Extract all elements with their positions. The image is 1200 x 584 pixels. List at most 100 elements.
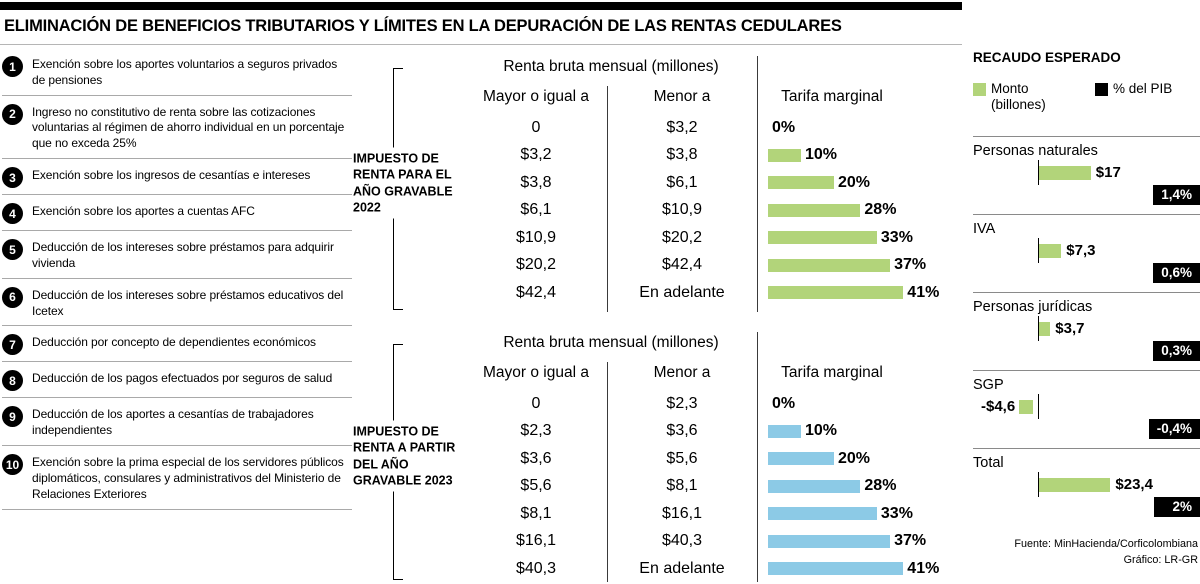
amount-label: -$4,6 xyxy=(981,398,1016,416)
column-divider xyxy=(757,56,758,312)
tariff-bar xyxy=(768,562,904,576)
item-number-badge: 2 xyxy=(2,103,23,125)
tariff-bar xyxy=(768,479,861,493)
cell-to: $3,6 xyxy=(666,422,698,440)
legend: Monto (billones) % del PIB xyxy=(973,81,1200,112)
table-header-row: Mayor o igual a Menor a Tarifa marginal xyxy=(465,88,965,106)
pib-row: -0,4% xyxy=(973,419,1200,440)
legend-item-monto: Monto (billones) xyxy=(973,81,1095,112)
item-number-badge: 8 xyxy=(2,370,23,392)
tax-table-2022: IMPUESTO DE RENTA PARA EL AÑO GRAVABLE 2… xyxy=(353,52,965,314)
table-row: $42,4 En adelante 41% xyxy=(465,279,965,307)
item-number-badge: 1 xyxy=(2,56,23,77)
axis-line xyxy=(1038,160,1039,186)
item-text: Exención sobre los aportes voluntarios a… xyxy=(32,57,338,87)
legend-item-pib: % del PIB xyxy=(1095,81,1172,112)
table-row: 0 $2,3 0% xyxy=(465,390,965,418)
pib-row: 0,3% xyxy=(973,341,1200,362)
cell-from: 0 xyxy=(531,118,541,136)
cell-to: $40,3 xyxy=(661,532,703,550)
benefits-list: 1 Exención sobre los aportes voluntarios… xyxy=(2,48,352,510)
amount-bar xyxy=(1039,477,1111,492)
item-number-badge: 7 xyxy=(2,334,23,356)
cell-to: $3,8 xyxy=(666,146,698,164)
cell-from: $20,2 xyxy=(515,256,557,274)
pib-row: 0,6% xyxy=(973,263,1200,284)
item-number-badge: 10 xyxy=(2,454,23,476)
title-divider xyxy=(0,44,962,45)
monto-swatch xyxy=(973,83,986,96)
cell-rate: 37% xyxy=(757,256,965,274)
item-number-badge: 9 xyxy=(2,406,23,428)
list-item: 2 Ingreso no constitutivo de renta sobre… xyxy=(2,96,352,160)
col-header-from: Mayor o igual a xyxy=(483,88,589,105)
recaudo-panel: RECAUDO ESPERADO Monto (billones) % del … xyxy=(973,50,1200,568)
table-body: 0 $3,2 0% $3,2 $3,8 10% $3,8 $6,1 20% $6… xyxy=(465,114,965,307)
amount-bar xyxy=(1039,243,1062,258)
table-row: $3,8 $6,1 20% xyxy=(465,169,965,197)
list-item: 6 Deducción de los intereses sobre prést… xyxy=(2,279,352,327)
tariff-bar xyxy=(768,452,834,466)
pib-badge: 0,3% xyxy=(1153,341,1200,362)
tariff-label: 0% xyxy=(772,394,796,412)
category-label: SGP xyxy=(973,377,1004,394)
col-header-to: Menor a xyxy=(653,364,711,381)
legend-monto-label: Monto (billones) xyxy=(991,81,1046,112)
cell-from: $3,2 xyxy=(520,146,552,164)
tariff-label: 33% xyxy=(880,228,913,246)
tariff-label: 20% xyxy=(838,449,871,467)
tax-table-2023: IMPUESTO DE RENTA A PARTIR DEL AÑO GRAVA… xyxy=(353,328,965,584)
cell-rate: 33% xyxy=(757,229,965,247)
recaudo-title: RECAUDO ESPERADO xyxy=(973,50,1121,65)
cell-to: $16,1 xyxy=(661,504,703,522)
source-line: Fuente: MinHacienda/Corficolombiana xyxy=(1014,538,1198,551)
tariff-label: 33% xyxy=(880,504,913,522)
item-text: Deducción de los pagos efectuados por se… xyxy=(32,371,333,386)
tariff-label: 41% xyxy=(907,559,940,577)
tariff-bar xyxy=(768,286,904,300)
group-header: Renta bruta mensual (millones) xyxy=(503,58,719,75)
table-row: $6,1 $10,9 28% xyxy=(465,197,965,225)
item-number-badge: 4 xyxy=(2,203,23,225)
cell-to: $6,1 xyxy=(666,173,698,191)
pib-row: 2% xyxy=(973,497,1200,518)
amount-bar xyxy=(1019,399,1034,414)
pib-swatch xyxy=(1095,83,1108,96)
list-item: 7 Deducción por concepto de dependientes… xyxy=(2,326,352,363)
table-row: $3,2 $3,8 10% xyxy=(465,142,965,170)
item-number-badge: 3 xyxy=(2,167,23,189)
pib-badge: 2% xyxy=(1154,497,1200,518)
category-bar-row: $23,4 xyxy=(973,472,1200,498)
pib-badge: -0,4% xyxy=(1148,419,1200,440)
tariff-label: 10% xyxy=(805,422,838,440)
amount-label: $7,3 xyxy=(1066,242,1096,260)
amount-label: $3,7 xyxy=(1055,320,1085,338)
recaudo-categories: Personas naturales $17 1,4% IVA $7,3 0,6… xyxy=(973,136,1200,526)
cell-from: $40,3 xyxy=(515,559,557,577)
recaudo-category: IVA $7,3 0,6% xyxy=(973,214,1200,292)
amount-bar xyxy=(1039,165,1091,180)
category-label: IVA xyxy=(973,221,996,238)
tariff-label: 20% xyxy=(838,173,871,191)
col-header-to: Menor a xyxy=(653,88,711,105)
tariff-bar xyxy=(768,148,801,162)
category-label: Personas jurídicas xyxy=(973,299,1093,316)
tariff-label: 28% xyxy=(864,201,897,219)
table-row: $2,3 $3,6 10% xyxy=(465,418,965,446)
table-row: $20,2 $42,4 37% xyxy=(465,252,965,280)
recaudo-category: Personas naturales $17 1,4% xyxy=(973,136,1200,214)
cell-to: En adelante xyxy=(639,559,725,577)
item-text: Exención sobre los ingresos de cesantías… xyxy=(32,168,311,183)
cell-rate: 33% xyxy=(757,505,965,523)
tariff-bar xyxy=(768,203,861,217)
cell-from: $42,4 xyxy=(515,283,557,301)
item-text: Exención sobre los aportes a cuentas AFC xyxy=(32,204,255,219)
legend-pib-label: % del PIB xyxy=(1113,81,1173,96)
amount-bar xyxy=(1039,321,1051,336)
cell-to: $2,3 xyxy=(666,394,698,412)
col-header-rate: Tarifa marginal xyxy=(781,364,883,381)
cell-rate: 28% xyxy=(757,477,965,495)
table-body: 0 $2,3 0% $2,3 $3,6 10% $3,6 $5,6 20% $5… xyxy=(465,390,965,583)
axis-line xyxy=(1038,316,1039,342)
cell-to: $5,6 xyxy=(666,449,698,467)
